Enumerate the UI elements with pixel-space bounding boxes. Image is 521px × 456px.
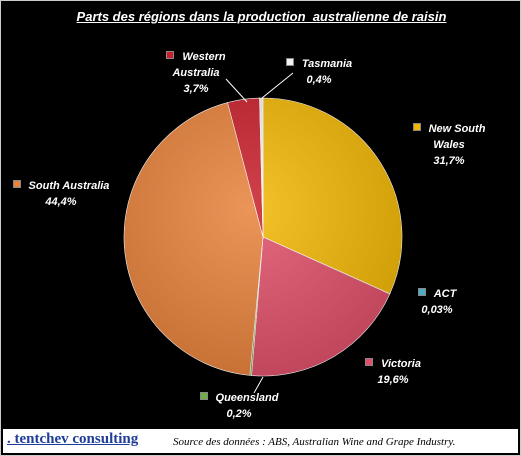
color-key	[417, 288, 426, 296]
value-label: 44,4%	[45, 196, 77, 208]
chart-title: Parts des régions dans la production aus…	[76, 9, 447, 24]
leader-line	[253, 376, 264, 394]
category-name: Western Australia	[156, 49, 236, 81]
value-label: 31,7%	[433, 155, 465, 167]
value-label: 0,4%	[306, 74, 332, 86]
category-text: South Australia	[28, 180, 110, 192]
slice-label: Tasmania 0,4%	[274, 56, 364, 88]
category-text: ACT	[433, 288, 457, 300]
source-note: Source des données : ABS, Australian Win…	[173, 436, 456, 448]
slice-label: New South Wales 31,7%	[409, 121, 489, 169]
category-name: South Australia	[6, 178, 116, 194]
slice-label: Western Australia 3,7%	[156, 49, 236, 97]
slice-label: Victoria 19,6%	[358, 356, 428, 388]
color-key	[166, 51, 175, 59]
brand: . tentchev consulting	[7, 431, 139, 447]
leader-line	[261, 72, 294, 99]
category-name: Tasmania	[274, 56, 364, 72]
category-name: Queensland	[194, 390, 284, 406]
category-name: Victoria	[358, 356, 428, 372]
footer: . tentchev consulting Source des données…	[3, 429, 518, 453]
category-text: Queensland	[215, 392, 279, 404]
slice-label: South Australia 44,4%	[6, 178, 116, 210]
value-label: 19,6%	[377, 374, 409, 386]
color-key	[412, 123, 421, 131]
category-text: Western Australia	[172, 51, 226, 79]
color-key	[285, 58, 294, 66]
value-label: 0,2%	[226, 408, 252, 420]
slice-label: ACT 0,03%	[402, 286, 472, 318]
slice-label: Queensland 0,2%	[194, 390, 284, 422]
category-text: Victoria	[381, 358, 421, 370]
category-text: Tasmania	[301, 58, 353, 70]
category-name: New South Wales	[409, 121, 489, 153]
leader-line	[225, 78, 248, 103]
color-key	[365, 358, 374, 366]
color-key	[199, 392, 208, 400]
category-text: New South Wales	[428, 123, 486, 151]
value-label: 3,7%	[183, 83, 209, 95]
value-label: 0,03%	[421, 304, 453, 316]
color-key	[12, 180, 21, 188]
category-name: ACT	[402, 286, 472, 302]
